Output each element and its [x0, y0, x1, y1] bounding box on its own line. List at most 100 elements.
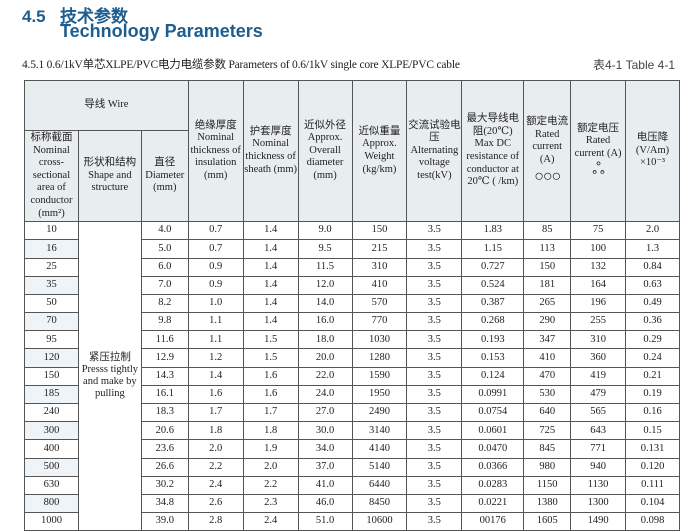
table-cell: 1.1: [187, 330, 244, 350]
table-cell: 2.0: [625, 221, 680, 241]
table-cell: 940: [570, 457, 626, 477]
table-cell: 0.21: [625, 366, 680, 386]
table-cell: 0.111: [625, 475, 680, 495]
table-cell: 3.5: [406, 257, 463, 277]
table-cell: 34.0: [297, 439, 353, 459]
table-cell: 20.6: [140, 421, 189, 441]
table-cell: 7.0: [140, 275, 189, 295]
table-cell: 3.5: [406, 366, 463, 386]
table-cell: 980: [523, 457, 572, 477]
table-cell: 113: [523, 239, 572, 259]
table-cell: 0.268: [461, 312, 525, 332]
table-cell: 0.0991: [461, 384, 525, 405]
table-row: 35 7.0 0.9 1.4 12.0 410 3.5 0.524 181 164 0.63: [24, 275, 680, 295]
table-cell: 630: [24, 475, 79, 495]
table-cell: 50: [24, 293, 79, 314]
table-cell: 300: [24, 421, 79, 441]
table-cell: 132: [570, 257, 626, 277]
table-cell: 725: [523, 421, 572, 441]
table-cell: 10600: [351, 512, 408, 531]
table-cell: 0.16: [625, 403, 680, 423]
table-cell: 530: [523, 384, 572, 405]
table-cell: 800: [24, 493, 79, 514]
table-row: 185 16.1 1.6 1.6 24.0 1950 3.5 0.0991 530 479 0.19: [24, 384, 680, 405]
shape-cell: 紧压拉制 Presss tightly and make by pulling: [77, 221, 142, 531]
table-row: 70 9.8 1.1 1.4 16.0 770 3.5 0.268 290 255 0.36: [24, 312, 680, 332]
table-cell: 16: [24, 239, 79, 259]
table-cell: 0.0221: [461, 493, 525, 514]
table-row: 150 14.3 1.4 1.6 22.0 1590 3.5 0.124 470 419 0.21: [24, 366, 680, 386]
table-cell: 18.3: [140, 403, 189, 423]
table-cell: 2.6: [187, 493, 244, 514]
table-cell: 0.9: [187, 257, 244, 277]
table-cell: 0.15: [625, 421, 680, 441]
table-row: 95 11.6 1.1 1.5 18.0 1030 3.5 0.193 347 310 0.29: [24, 330, 680, 350]
table-cell: 0.7: [187, 239, 244, 259]
table-cell: 400: [24, 439, 79, 459]
table-cell: 1605: [523, 512, 572, 531]
header-wire: 导线 Wire: [24, 80, 189, 131]
table-cell: 0.387: [461, 293, 525, 314]
table-cell: 2.4: [187, 475, 244, 495]
table-cell: 0.9: [187, 275, 244, 295]
table-cell: 347: [523, 330, 572, 350]
header-insulation: 绝缘厚度 Nominal thickness of insulation (mm…: [187, 79, 244, 223]
table-cell: 290: [523, 312, 572, 332]
table-cell: 150: [351, 221, 408, 241]
table-cell: 41.0: [297, 475, 353, 495]
table-cell: 2490: [351, 403, 408, 423]
table-cell: 85: [523, 221, 572, 241]
table-cell: 565: [570, 403, 626, 423]
table-cell: 164: [570, 275, 626, 295]
table-cell: 23.6: [140, 439, 189, 459]
table-cell: 3.5: [406, 403, 463, 423]
table-cell: 1.0: [187, 293, 244, 314]
table-cell: 9.5: [297, 239, 353, 259]
table-cell: 34.8: [140, 493, 189, 514]
table-cell: 30.0: [297, 421, 353, 441]
table-cell: 150: [24, 366, 79, 386]
table-cell: 3.5: [406, 348, 463, 368]
table-cell: 100: [570, 239, 626, 259]
table-cell: 3.5: [406, 439, 463, 459]
table-cell: 2.0: [187, 439, 244, 459]
table-cell: 4140: [351, 439, 408, 459]
header-diameter: 直径 Diameter (mm): [140, 129, 189, 223]
table-cell: 410: [351, 275, 408, 295]
flat-formation-icon: ○○○: [534, 167, 561, 185]
table-row: 240 18.3 1.7 1.7 27.0 2490 3.5 0.0754 640 565 0.16: [24, 403, 680, 423]
table-cell: 1.9: [242, 439, 299, 459]
table-cell: 185: [24, 384, 79, 405]
table-cell: 3.5: [406, 493, 463, 514]
table-cell: 1.4: [242, 312, 299, 332]
table-cell: 3.5: [406, 457, 463, 477]
table-cell: 196: [570, 293, 626, 314]
table-cell: 770: [351, 312, 408, 332]
table-cell: 18.0: [297, 330, 353, 350]
table-cell: 1.4: [242, 257, 299, 277]
table-cell: 14.3: [140, 366, 189, 386]
table-cell: 0.124: [461, 366, 525, 386]
table-row: 50 8.2 1.0 1.4 14.0 570 3.5 0.387 265 196 0.49: [24, 293, 680, 314]
table-cell: 2.8: [187, 512, 244, 531]
table-cell: 1380: [523, 493, 572, 514]
table-cell: 3.5: [406, 275, 463, 295]
table-cell: 0.120: [625, 457, 680, 477]
table-cell: 0.7: [187, 221, 244, 241]
table-cell: 0.19: [625, 384, 680, 405]
table-row: 120 12.9 1.2 1.5 20.0 1280 3.5 0.153 410 360 0.24: [24, 348, 680, 368]
table-cell: 1.7: [187, 403, 244, 423]
table-cell: 1.4: [242, 239, 299, 259]
header-resistance: 最大导线电阻(20℃) Max DC resistance of conduct…: [461, 79, 525, 223]
section-heading: 4.5 技术参数: [22, 2, 128, 27]
table-cell: 3.5: [406, 221, 463, 241]
table-cell: 26.6: [140, 457, 189, 477]
table-cell: 1280: [351, 348, 408, 368]
table-cell: 4.0: [140, 221, 189, 241]
table-cell: 0.524: [461, 275, 525, 295]
table-cell: 3.5: [406, 312, 463, 332]
table-cell: 0.153: [461, 348, 525, 368]
table-cell: 1030: [351, 330, 408, 350]
table-cell: 1.8: [187, 421, 244, 441]
table-cell: 3.5: [406, 475, 463, 495]
